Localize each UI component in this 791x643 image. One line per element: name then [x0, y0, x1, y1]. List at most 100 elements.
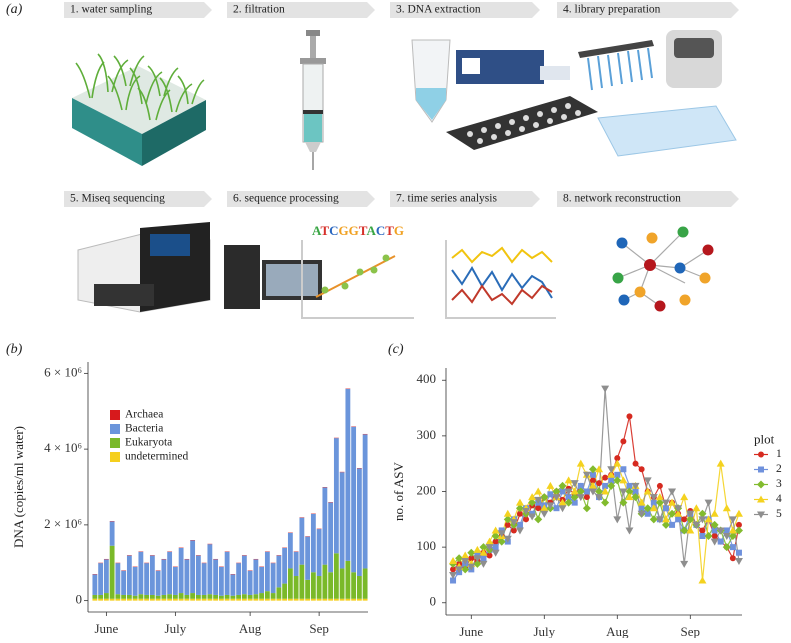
- legend-swatch: [110, 410, 120, 420]
- bar-segment: [161, 595, 166, 599]
- bar-segment: [98, 595, 103, 599]
- sequence-letter: C: [376, 223, 385, 238]
- marker: [601, 499, 609, 507]
- marker: [692, 504, 700, 511]
- bar-segment: [127, 595, 132, 599]
- icon-network-part: [675, 263, 686, 274]
- marker: [601, 386, 609, 393]
- icon-extraction-part-part: [575, 110, 581, 116]
- icon-library-part-part: [648, 48, 652, 78]
- bar-segment: [282, 599, 287, 601]
- bar-segment: [248, 599, 253, 601]
- marker: [547, 491, 553, 497]
- bar-segment: [207, 599, 212, 601]
- marker: [675, 516, 681, 522]
- icon-library-part: [598, 106, 736, 156]
- bar-segment: [156, 599, 161, 601]
- y-tick-label: 6 × 10⁶: [44, 364, 82, 379]
- icon-library: [578, 30, 736, 156]
- icon-extraction-part-part: [565, 103, 571, 109]
- legend-label: Archaea: [125, 409, 163, 421]
- bar-segment: [265, 552, 270, 591]
- bar-segment: [363, 434, 368, 568]
- x-tick-label: Aug: [239, 621, 262, 636]
- bar-segment: [173, 595, 178, 599]
- bar-segment: [299, 565, 304, 599]
- marker: [584, 494, 590, 500]
- bar-segment: [190, 593, 195, 599]
- icon-syringe-part: [303, 110, 323, 114]
- bar-segment: [340, 568, 345, 598]
- bar-segment: [322, 487, 327, 564]
- bar-segment: [110, 546, 115, 599]
- bar-segment: [115, 594, 120, 599]
- icon-timeseries-part: [452, 248, 552, 262]
- bar-segment: [294, 576, 299, 599]
- marker: [711, 539, 719, 546]
- bar-segment: [98, 563, 103, 595]
- marker: [736, 550, 742, 556]
- icon-timeseries: [446, 240, 556, 318]
- step-label: 7. time series analysis: [396, 193, 497, 205]
- icon-extraction-part-part: [551, 107, 557, 113]
- marker: [680, 561, 688, 568]
- icon-library-part-part: [608, 55, 612, 86]
- bar-segment: [92, 575, 97, 595]
- y-axis-label: no. of ASV: [391, 461, 406, 520]
- marker: [620, 466, 626, 472]
- panel-label: (c): [388, 342, 404, 357]
- marker: [559, 505, 567, 512]
- bar-segment: [345, 561, 350, 599]
- bar-segment: [328, 572, 333, 599]
- bar-segment: [110, 599, 115, 601]
- bar-segment: [184, 595, 189, 599]
- legend-label: undetermined: [125, 451, 188, 463]
- bar-segment: [179, 599, 184, 601]
- bar-segment: [282, 584, 287, 599]
- marker: [577, 460, 585, 467]
- x-tick-label: June: [459, 624, 483, 638]
- marker: [540, 511, 548, 518]
- bar-segment: [167, 552, 172, 594]
- bar-segment: [276, 599, 281, 601]
- marker: [492, 550, 500, 557]
- bar-segment: [334, 553, 339, 598]
- bar-segment: [271, 599, 276, 601]
- step-label: 4. library preparation: [563, 4, 661, 16]
- icon-processing-part-part: [383, 255, 390, 262]
- marker: [735, 510, 743, 517]
- icon-processing-part: [224, 245, 260, 309]
- bar-segment: [230, 596, 235, 599]
- bar-segment: [299, 518, 304, 565]
- icon-network-part: [700, 273, 711, 284]
- icon-extraction-part-part: [533, 122, 539, 128]
- marker: [717, 460, 725, 467]
- marker: [534, 488, 542, 495]
- bar-segment: [236, 563, 241, 595]
- bar-segment: [276, 556, 281, 588]
- marker: [486, 538, 494, 545]
- bar-segment: [345, 599, 350, 601]
- bar-segment: [294, 552, 299, 576]
- bar-segment: [104, 559, 109, 593]
- step-label: 5. Miseq sequencing: [70, 193, 165, 205]
- bar-segment: [363, 568, 368, 598]
- panel-label: (b): [6, 342, 23, 357]
- marker: [583, 504, 591, 512]
- y-axis-label: DNA (copies/ml water): [11, 426, 26, 548]
- marker: [657, 483, 663, 489]
- bar-segment: [167, 594, 172, 599]
- marker: [757, 481, 765, 489]
- y-tick-label: 200: [417, 482, 437, 497]
- marker: [620, 438, 626, 444]
- marker: [493, 544, 499, 550]
- bar-segment: [150, 556, 155, 595]
- icon-extraction-part-part: [505, 130, 511, 136]
- bar-segment: [138, 552, 143, 594]
- bar-segment: [156, 596, 161, 599]
- legend-swatch: [110, 438, 120, 448]
- y-tick-label: 0: [430, 594, 437, 609]
- bar-segment: [311, 514, 316, 572]
- icon-extraction-part-part: [477, 138, 483, 144]
- sequence-text: ATCGGTACTG: [312, 223, 404, 238]
